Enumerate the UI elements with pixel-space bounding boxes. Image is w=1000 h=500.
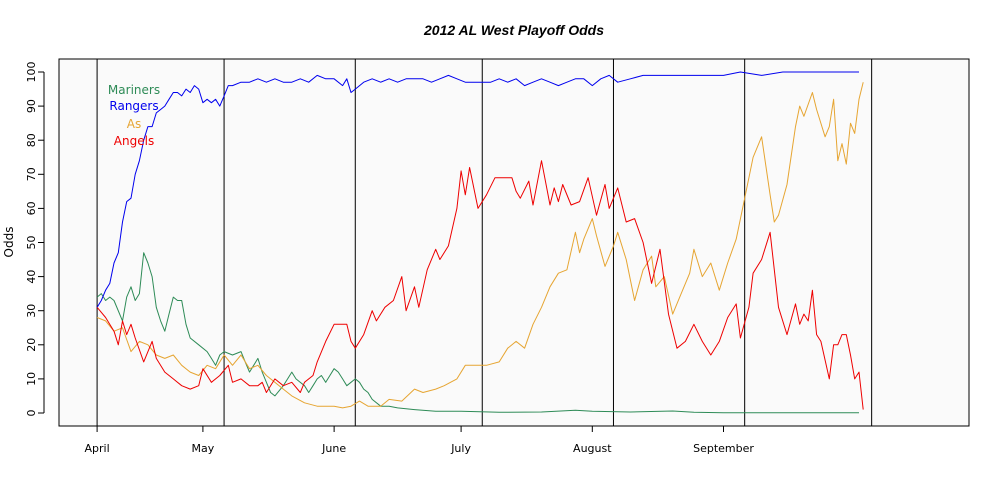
- series-line-mariners: [96, 252, 859, 414]
- y-axis: 0 10 20 30 40 50 60 70 80 90 100: [25, 62, 45, 417]
- legend-label-rangers: Rangers: [109, 99, 158, 113]
- y-tick-label-20: 20: [25, 338, 38, 352]
- x-tick-label-may: May: [192, 442, 215, 455]
- x-tick-label-september: September: [693, 442, 754, 455]
- series-line-angels: [96, 160, 864, 410]
- y-tick-label-80: 80: [25, 133, 38, 147]
- x-tick-label-april: April: [85, 442, 110, 455]
- x-tick-label-july: July: [450, 442, 471, 455]
- y-tick-label-10: 10: [25, 372, 38, 386]
- series-group: [96, 71, 864, 414]
- legend-label-angels: Angels: [114, 134, 154, 148]
- chart-title: 2012 AL West Playoff Odds: [423, 22, 604, 38]
- legend-label-mariners: Mariners: [108, 83, 160, 97]
- y-axis-label: Odds: [2, 227, 16, 258]
- x-tick-label-august: August: [573, 442, 612, 455]
- y-tick-label-0: 0: [25, 410, 38, 417]
- y-tick-label-90: 90: [25, 99, 38, 113]
- x-axis: April May June July August September: [85, 425, 754, 455]
- month-divider-group: [96, 59, 873, 426]
- legend-label-as: As: [127, 117, 141, 131]
- y-tick-label-100: 100: [25, 62, 38, 83]
- series-line-as: [96, 82, 864, 409]
- y-tick-label-60: 60: [25, 201, 38, 215]
- legend: Mariners Rangers As Angels: [108, 83, 160, 148]
- y-tick-label-70: 70: [25, 167, 38, 181]
- series-line-rangers: [96, 71, 859, 308]
- plot-background: [59, 59, 969, 426]
- y-tick-label-50: 50: [25, 236, 38, 250]
- y-tick-label-30: 30: [25, 304, 38, 318]
- x-tick-label-june: June: [321, 442, 346, 455]
- y-tick-label-40: 40: [25, 270, 38, 284]
